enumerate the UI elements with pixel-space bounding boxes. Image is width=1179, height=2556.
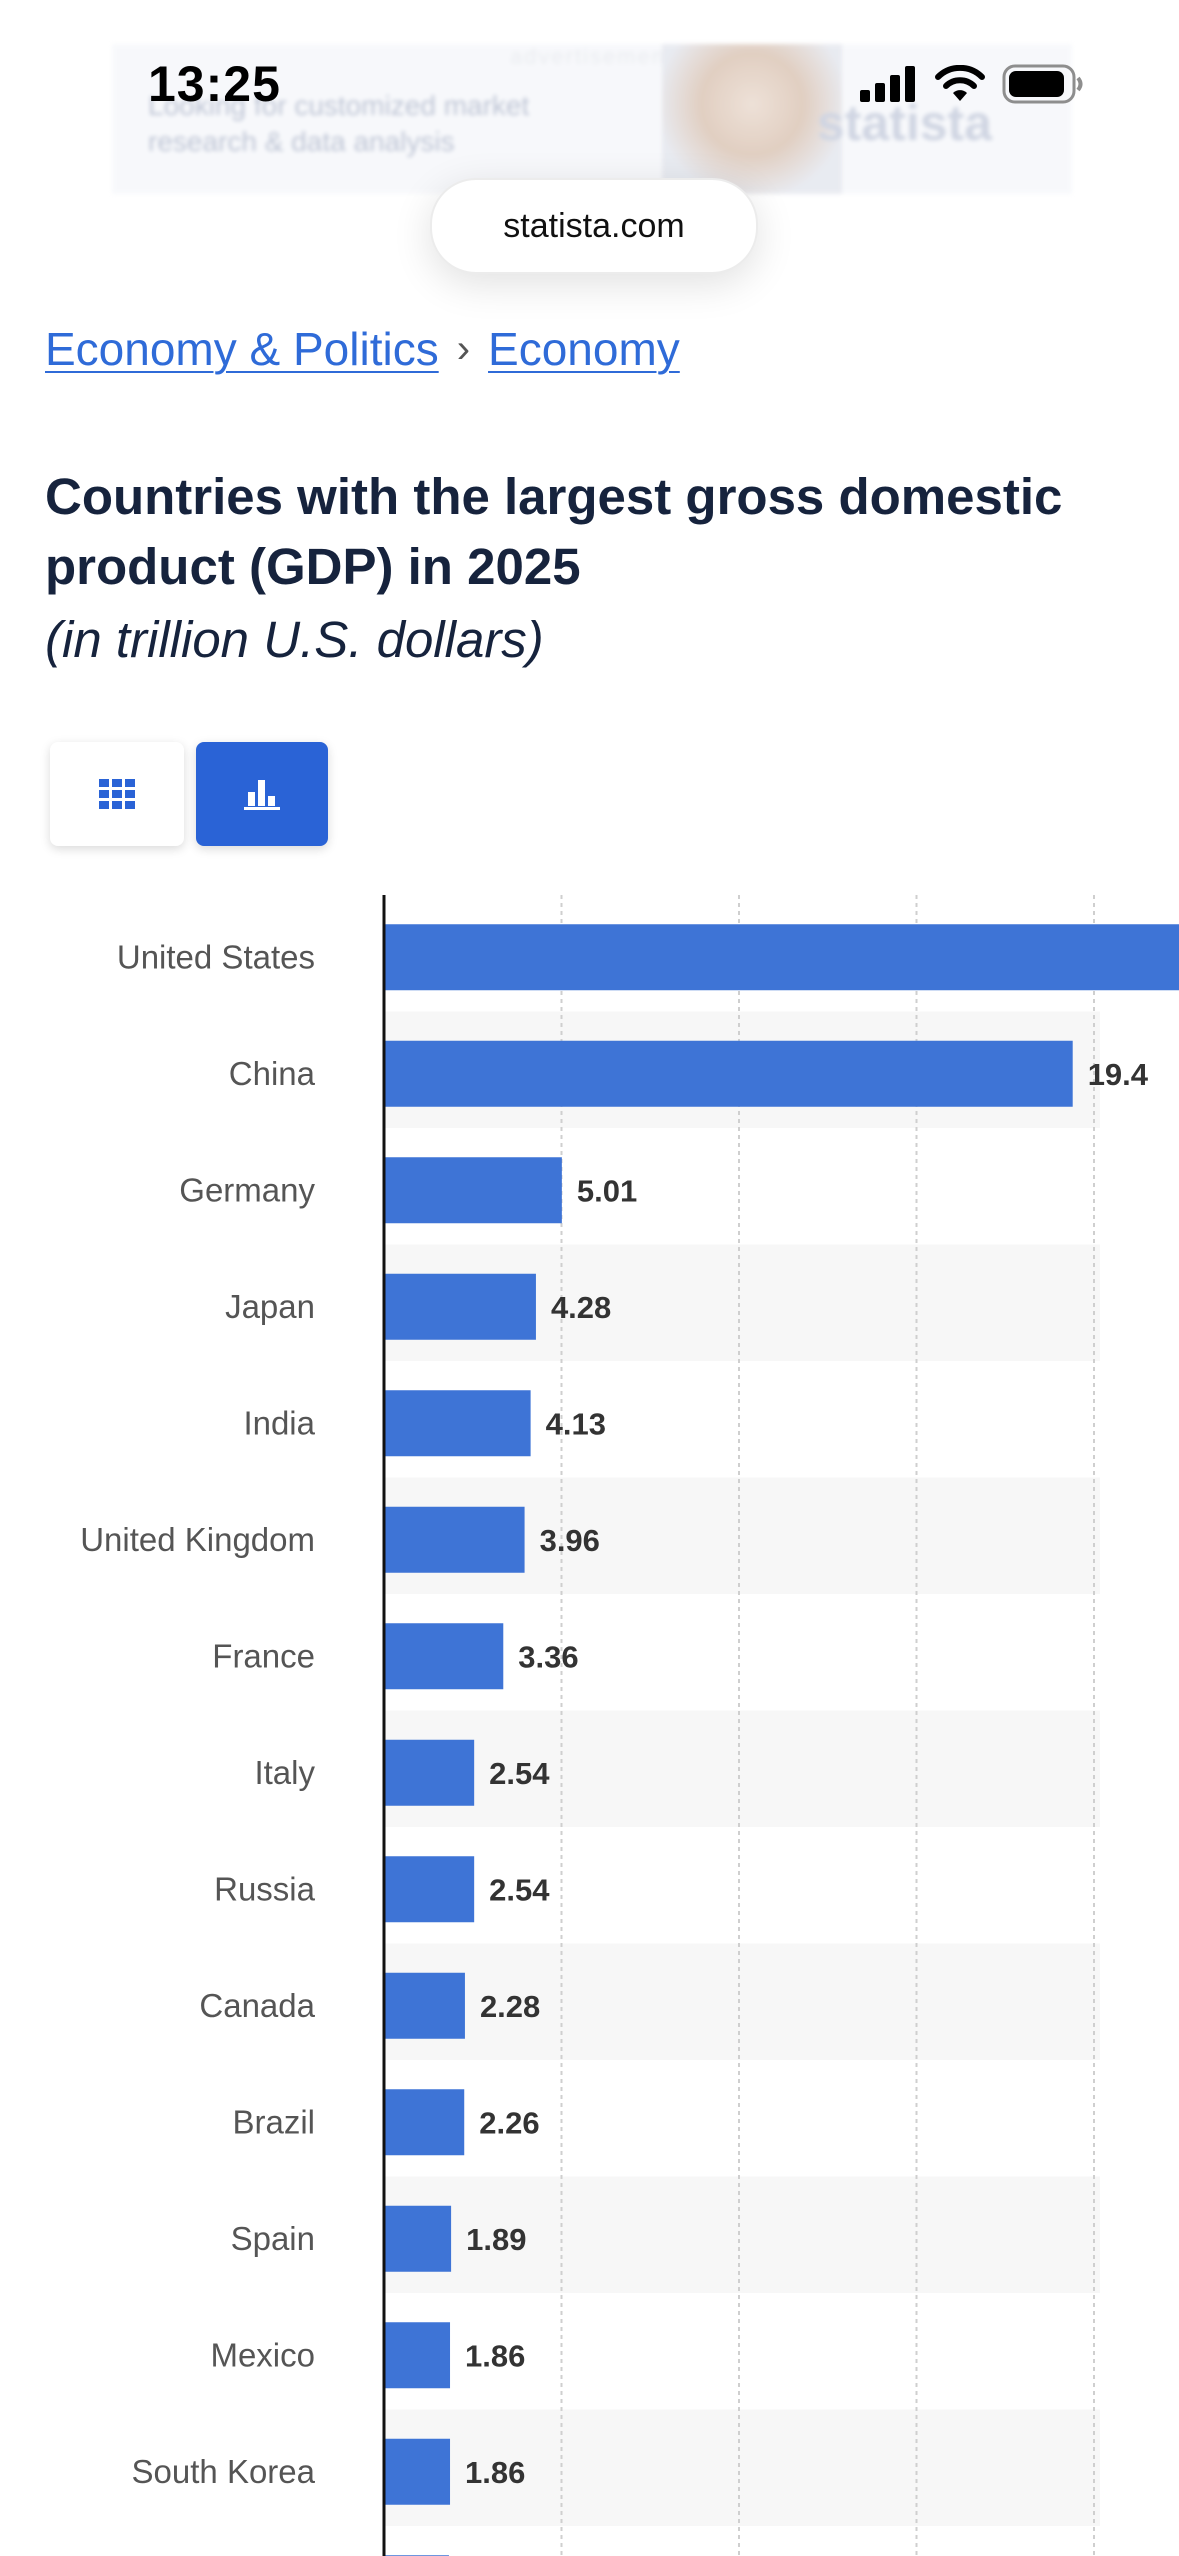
category-label: China (229, 1055, 316, 1092)
bar-chart-icon (244, 780, 280, 810)
row-band (384, 2409, 1100, 2526)
cellular-signal-icon (860, 66, 915, 102)
bar (384, 2438, 451, 2505)
category-label: France (212, 1637, 315, 1674)
url-bar[interactable]: statista.com (430, 178, 758, 274)
row-band (384, 1710, 1100, 1827)
bar (384, 1972, 465, 2039)
category-label: United Kingdom (80, 1521, 315, 1558)
value-label: 1.89 (466, 2222, 526, 2257)
bar (384, 1856, 475, 1923)
value-label: 3.36 (518, 1639, 578, 1674)
value-label: 3.96 (540, 1523, 600, 1558)
category-label: Brazil (232, 2103, 315, 2140)
value-label: 19.4 (1088, 1057, 1149, 1092)
category-label: Italy (254, 1754, 315, 1791)
value-label: 2.54 (489, 1872, 550, 1907)
ad-brand: statista (816, 95, 992, 151)
value-label: 1.86 (465, 2338, 525, 2373)
url-text: statista.com (503, 206, 685, 245)
gdp-bar-chart: United States30.62China19.4Germany5.01Ja… (80, 895, 1179, 2556)
row-band (384, 1943, 1100, 2060)
breadcrumb-economy[interactable]: Economy (488, 323, 680, 375)
page-subtitle: (in trillion U.S. dollars) (45, 611, 544, 668)
battery-icon (1002, 64, 1083, 104)
category-label: India (243, 1404, 315, 1441)
value-label: 4.28 (551, 1290, 611, 1325)
category-label: South Korea (132, 2453, 316, 2490)
status-time: 13:25 (148, 56, 281, 112)
value-label: 1.86 (465, 2455, 525, 2490)
category-label: United States (117, 938, 315, 975)
category-label: Japan (225, 1288, 315, 1325)
chart-view-button[interactable] (196, 742, 328, 846)
bar (384, 1390, 531, 1457)
bar (384, 1157, 562, 1224)
bar (384, 1623, 504, 1690)
page-title: Countries with the largest gross domesti… (45, 468, 1063, 595)
bar (384, 2205, 452, 2272)
bar (384, 2322, 451, 2389)
bar (384, 1273, 536, 1340)
wifi-icon (935, 65, 985, 101)
category-label: Canada (199, 1987, 315, 2024)
bar (384, 1040, 1073, 1107)
bar (384, 924, 1179, 991)
value-label: 2.54 (489, 1756, 550, 1791)
table-view-button[interactable] (50, 742, 184, 846)
value-label: 5.01 (577, 1173, 637, 1208)
category-label: Spain (231, 2220, 315, 2257)
breadcrumb: Economy & Politics › Economy (45, 322, 680, 376)
row-band (384, 2176, 1100, 2293)
bar (384, 1506, 525, 1573)
value-label: 4.13 (546, 1406, 606, 1441)
bar (384, 2089, 465, 2156)
category-label: Russia (214, 1870, 316, 1907)
ad-text: Looking for customized market research &… (148, 90, 530, 157)
category-label: Germany (179, 1171, 315, 1208)
ad-label: advertisement (509, 44, 675, 69)
category-label: Mexico (210, 2336, 315, 2373)
status-icons (860, 64, 1084, 104)
value-label: 2.28 (480, 1989, 540, 2024)
ad-photo (662, 44, 842, 194)
bar (384, 1739, 475, 1806)
breadcrumb-economy-politics[interactable]: Economy & Politics (45, 323, 439, 375)
grid-icon (99, 779, 135, 809)
breadcrumb-separator: › (456, 326, 471, 371)
value-label: 2.26 (479, 2105, 539, 2140)
